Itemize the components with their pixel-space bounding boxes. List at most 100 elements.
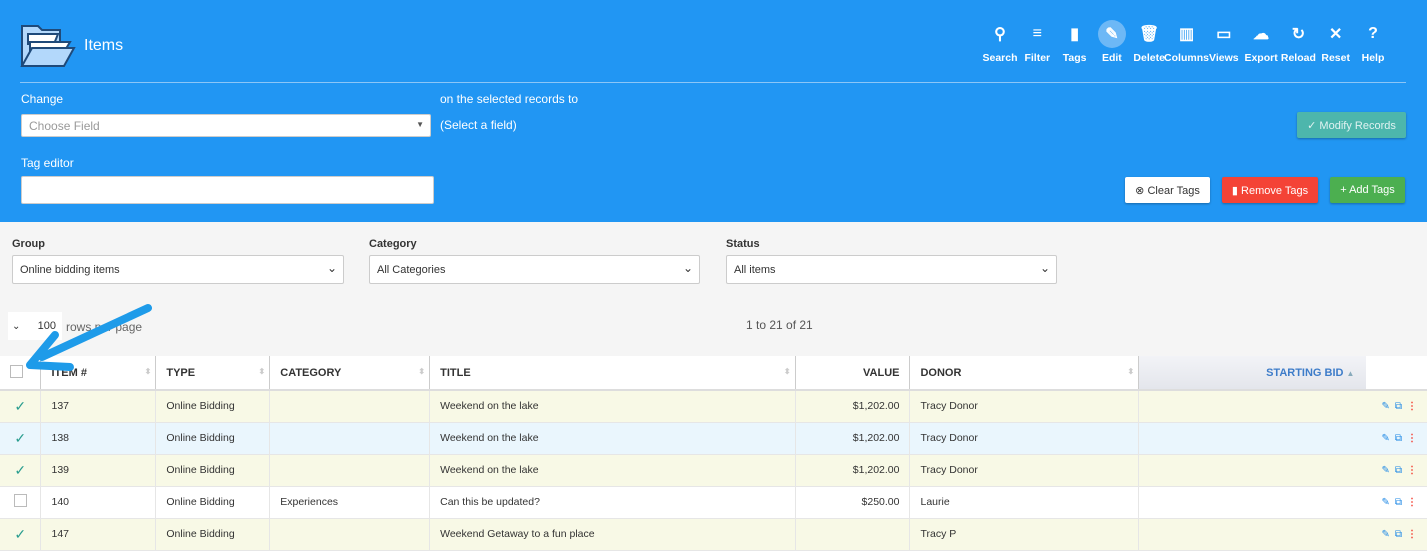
chevron-down-icon: ⌄	[682, 261, 693, 275]
cloud-download-icon: ☁	[1253, 26, 1270, 43]
column-header-value[interactable]: VALUE	[794, 356, 910, 391]
more-vertical-icon[interactable]: ⋮	[1407, 433, 1417, 444]
cell-item: 140	[40, 486, 156, 519]
edit-pencil-icon[interactable]: ✎	[1381, 497, 1390, 508]
column-header-type[interactable]: TYPE ⬍	[155, 356, 270, 391]
row-checkbox[interactable]: ✓	[0, 390, 41, 423]
cell-title: Weekend on the lake	[429, 454, 796, 487]
table-row[interactable]: ✓ 138 Online Bidding Weekend on the lake…	[0, 422, 1427, 455]
toolbar-label: Filter	[1024, 52, 1051, 64]
column-header-title[interactable]: TITLE ⬍	[429, 356, 796, 391]
toolbar-filter-button[interactable]: ≡ Filter	[1017, 20, 1057, 64]
row-actions: ✎ ⧉ ⋮	[1366, 518, 1427, 551]
divider	[20, 82, 1406, 83]
sort-icon: ⬍	[783, 367, 791, 376]
row-checkbox[interactable]	[0, 486, 41, 519]
cell-value: $1,202.00	[794, 390, 910, 423]
row-actions: ✎ ⧉ ⋮	[1366, 422, 1427, 455]
toolbar-search-button[interactable]: ⚲ Search	[980, 20, 1020, 64]
modify-records-button[interactable]: ✓ Modify Records	[1297, 112, 1406, 138]
edit-pencil-icon[interactable]: ✎	[1381, 433, 1390, 444]
cell-type: Online Bidding	[155, 518, 270, 551]
more-vertical-icon[interactable]: ⋮	[1407, 401, 1417, 413]
edit-pencil-icon[interactable]: ✎	[1381, 465, 1390, 476]
column-header-donor[interactable]: DONOR ⬍	[909, 356, 1139, 391]
more-vertical-icon[interactable]: ⋮	[1407, 529, 1417, 540]
group-select[interactable]: Online bidding items ⌄	[12, 255, 344, 284]
edit-pencil-icon[interactable]: ✎	[1381, 529, 1390, 540]
cell-donor: Tracy Donor	[909, 422, 1139, 455]
chevron-down-icon: ⌄	[1039, 261, 1050, 275]
toolbar-delete-button[interactable]: 🗑 Delete	[1129, 20, 1169, 64]
choose-field-placeholder: Choose Field	[29, 119, 100, 133]
reload-icon: ↻	[1291, 26, 1306, 43]
toolbar-reset-button[interactable]: ✕ Reset	[1316, 20, 1356, 64]
remove-tags-button[interactable]: ▮ Remove Tags	[1222, 177, 1318, 203]
cell-item: 147	[40, 518, 156, 551]
cell-type: Online Bidding	[155, 454, 270, 487]
more-vertical-icon[interactable]: ⋮	[1407, 497, 1417, 508]
sort-icon: ⬍	[1127, 367, 1135, 376]
table-row[interactable]: ✓ 137 Online Bidding Weekend on the lake…	[0, 390, 1427, 423]
sort-icon: ⬍	[258, 367, 266, 376]
cell-starting-bid	[1138, 390, 1367, 423]
cell-item: 137	[40, 390, 156, 423]
cell-value: $250.00	[794, 486, 910, 519]
row-checkbox[interactable]: ✓	[0, 518, 41, 551]
toolbar-label: Tags	[1062, 52, 1087, 64]
cell-title: Weekend Getaway to a fun place	[429, 518, 796, 551]
unchecked-box-icon	[13, 494, 27, 507]
choose-field-select[interactable]: Choose Field ▼	[21, 114, 431, 137]
category-select[interactable]: All Categories ⌄	[369, 255, 700, 284]
toolbar-edit-button[interactable]: ✎ Edit	[1092, 20, 1132, 64]
row-checkbox[interactable]: ✓	[0, 454, 41, 487]
cell-donor: Laurie	[909, 486, 1139, 519]
help-icon: ?	[1368, 25, 1378, 42]
trash-icon: 🗑	[1139, 26, 1160, 43]
cell-starting-bid	[1138, 518, 1367, 551]
toolbar-label: Search	[982, 52, 1018, 64]
cell-title: Weekend on the lake	[429, 422, 796, 455]
open-external-icon[interactable]: ⧉	[1394, 529, 1402, 540]
toolbar-views-button[interactable]: ▭ Views	[1204, 20, 1244, 64]
toolbar-export-button[interactable]: ☁ Export	[1241, 20, 1281, 64]
tag-editor-input[interactable]	[21, 176, 434, 204]
open-external-icon[interactable]: ⧉	[1394, 401, 1402, 413]
chevron-down-icon: ⌄	[12, 321, 21, 332]
toolbar-reload-button[interactable]: ↻ Reload	[1278, 20, 1318, 64]
row-checkbox[interactable]: ✓	[0, 422, 41, 455]
column-header-category[interactable]: CATEGORY ⬍	[269, 356, 430, 391]
toolbar-label: Edit	[1101, 52, 1122, 64]
column-header-starting-bid[interactable]: STARTING BID ▲	[1138, 356, 1367, 391]
column-header-item[interactable]: ITEM # ⬍	[40, 356, 156, 391]
columns-icon: ▥	[1178, 26, 1195, 43]
clear-tags-button[interactable]: ⊗ Clear Tags	[1125, 177, 1210, 203]
folder-logo-icon	[20, 25, 76, 67]
category-value: All Categories	[377, 264, 446, 276]
toolbar-tags-button[interactable]: ▮ Tags	[1055, 20, 1095, 64]
open-external-icon[interactable]: ⧉	[1394, 433, 1402, 444]
cell-starting-bid	[1138, 486, 1367, 519]
more-vertical-icon[interactable]: ⋮	[1407, 465, 1417, 476]
cell-category	[269, 390, 430, 423]
table-row[interactable]: ✓ 147 Online Bidding Weekend Getaway to …	[0, 518, 1427, 551]
close-icon: ✕	[1328, 26, 1343, 43]
add-tags-button[interactable]: + Add Tags	[1330, 177, 1405, 203]
open-external-icon[interactable]: ⧉	[1394, 497, 1402, 508]
edit-pencil-icon[interactable]: ✎	[1381, 401, 1390, 413]
toolbar-columns-button[interactable]: ▥ Columns	[1164, 20, 1209, 64]
cell-donor: Tracy Donor	[909, 454, 1139, 487]
row-actions: ✎ ⧉ ⋮	[1366, 486, 1427, 519]
category-label: Category	[369, 238, 417, 250]
check-icon: ✓	[14, 429, 27, 446]
select-all-checkbox[interactable]	[10, 364, 23, 378]
toolbar-help-button[interactable]: ? Help	[1353, 20, 1393, 64]
cell-category	[269, 518, 430, 551]
table-row[interactable]: ✓ 139 Online Bidding Weekend on the lake…	[0, 454, 1427, 487]
status-select[interactable]: All items ⌄	[726, 255, 1057, 284]
table-row[interactable]: 140 Online Bidding Experiences Can this …	[0, 486, 1427, 519]
cell-value: $1,202.00	[794, 454, 910, 487]
open-external-icon[interactable]: ⧉	[1394, 465, 1402, 476]
row-actions: ✎ ⧉ ⋮	[1366, 454, 1427, 487]
pagination-range: 1 to 21 of 21	[746, 318, 813, 332]
